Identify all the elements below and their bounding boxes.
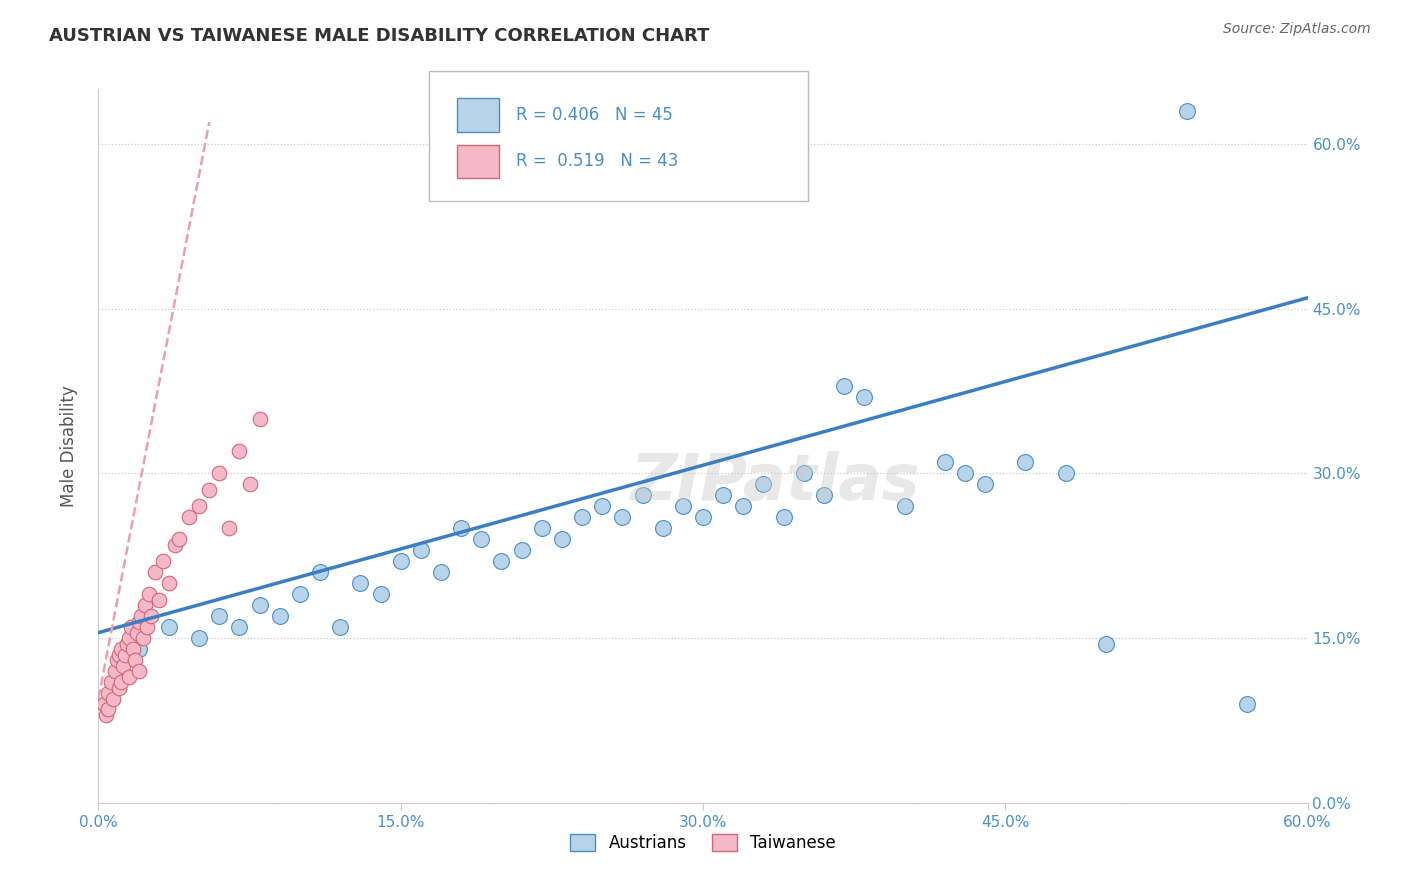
Point [974,477,997,491]
Point [118,631,141,645]
Point [134,598,156,612]
Point [138,587,160,601]
Point [631,488,654,502]
Point [103,664,125,678]
Point [188,631,211,645]
Point [1014,455,1036,469]
Point [409,543,432,558]
Point [389,554,412,568]
Point [530,521,553,535]
Point [329,620,352,634]
Point [115,637,138,651]
Y-axis label: Male Disability: Male Disability [59,385,77,507]
Point [198,483,221,497]
Point [148,592,170,607]
Point [120,620,142,634]
Point [143,566,166,580]
Point [110,675,132,690]
Point [152,554,174,568]
Point [125,625,148,640]
Point [157,576,180,591]
Point [179,510,201,524]
Point [370,587,392,601]
Point [128,642,150,657]
Point [228,620,250,634]
Point [1175,104,1198,119]
Point [1054,467,1077,481]
Point [934,455,956,469]
Point [118,669,141,683]
Point [269,609,291,624]
Point [491,554,513,568]
Legend: Austrians, Taiwanese: Austrians, Taiwanese [564,827,842,859]
Point [510,543,533,558]
Text: R =  0.519   N = 43: R = 0.519 N = 43 [516,153,678,170]
Point [288,587,311,601]
Point [832,378,855,392]
Point [128,664,150,678]
Point [111,658,134,673]
Point [430,566,453,580]
Point [128,615,150,629]
Point [1095,637,1118,651]
Point [953,467,976,481]
Point [813,488,835,502]
Point [793,467,815,481]
Point [249,598,271,612]
Point [157,620,180,634]
Point [612,510,634,524]
Point [893,500,915,514]
Point [107,648,129,662]
Point [752,477,775,491]
Point [208,467,231,481]
Point [711,488,734,502]
Text: Source: ZipAtlas.com: Source: ZipAtlas.com [1223,22,1371,37]
Point [96,708,118,723]
Point [124,653,146,667]
Text: R = 0.406   N = 45: R = 0.406 N = 45 [516,106,673,124]
Point [249,411,271,425]
Point [101,691,124,706]
Point [551,533,574,547]
Point [97,702,120,716]
Point [167,533,190,547]
Point [139,609,162,624]
Point [208,609,231,624]
Point [129,609,152,624]
Point [1236,697,1258,711]
Point [450,521,472,535]
Point [591,500,613,514]
Point [772,510,794,524]
Point [228,444,250,458]
Point [132,631,155,645]
Point [97,686,120,700]
Point [135,620,157,634]
Point [349,576,371,591]
Text: ZIPatlas: ZIPatlas [631,450,921,513]
Point [188,500,211,514]
Point [121,642,143,657]
Point [218,521,240,535]
Point [692,510,714,524]
Point [114,648,136,662]
Point [853,390,876,404]
Point [105,653,128,667]
Point [309,566,332,580]
Point [93,697,115,711]
Point [733,500,755,514]
Point [672,500,695,514]
Point [651,521,673,535]
Point [571,510,593,524]
Point [107,681,129,695]
Text: AUSTRIAN VS TAIWANESE MALE DISABILITY CORRELATION CHART: AUSTRIAN VS TAIWANESE MALE DISABILITY CO… [49,27,710,45]
Point [100,675,122,690]
Point [470,533,492,547]
Point [239,477,262,491]
Point [163,538,186,552]
Point [110,642,132,657]
